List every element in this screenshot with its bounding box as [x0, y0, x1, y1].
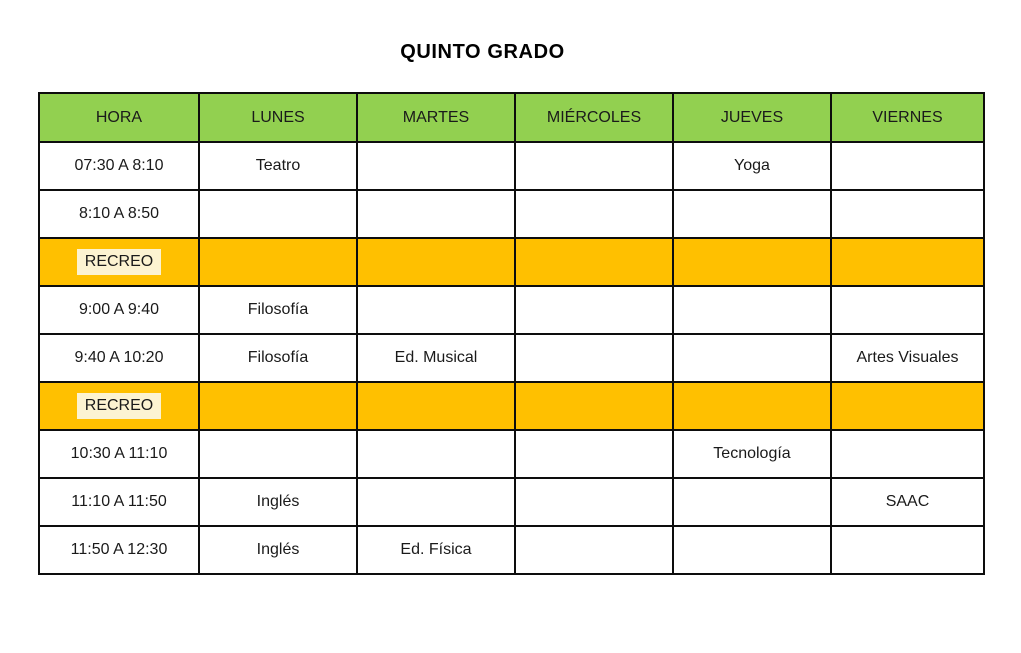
schedule-table: HORA LUNES MARTES MIÉRCOLES JUEVES VIERN…	[38, 92, 985, 575]
empty-cell	[830, 429, 985, 479]
hora-cell: 11:10 A 11:50	[38, 477, 200, 527]
empty-cell	[514, 381, 674, 431]
empty-cell	[830, 141, 985, 191]
recess-row: RECREO	[38, 237, 985, 287]
recess-row: RECREO	[38, 381, 985, 431]
schedule-row: 11:10 A 11:50 Inglés SAAC	[38, 477, 985, 527]
empty-cell	[356, 237, 516, 287]
recess-label: RECREO	[76, 393, 162, 419]
empty-cell	[356, 477, 516, 527]
empty-cell	[830, 237, 985, 287]
schedule-row: 8:10 A 8:50	[38, 189, 985, 239]
empty-cell	[514, 429, 674, 479]
subject-cell: Filosofía	[198, 285, 358, 335]
subject-cell: Ed. Física	[356, 525, 516, 575]
empty-cell	[514, 237, 674, 287]
empty-cell	[672, 333, 832, 383]
empty-cell	[198, 237, 358, 287]
subject-cell: SAAC	[830, 477, 985, 527]
empty-cell	[672, 525, 832, 575]
schedule-row: 10:30 A 11:10 Tecnología	[38, 429, 985, 479]
hora-cell: 07:30 A 8:10	[38, 141, 200, 191]
empty-cell	[356, 381, 516, 431]
empty-cell	[514, 525, 674, 575]
column-header-viernes: VIERNES	[830, 92, 985, 143]
empty-cell	[356, 189, 516, 239]
empty-cell	[514, 141, 674, 191]
empty-cell	[830, 285, 985, 335]
recess-label: RECREO	[76, 249, 162, 275]
header-row: HORA LUNES MARTES MIÉRCOLES JUEVES VIERN…	[38, 92, 985, 143]
empty-cell	[830, 189, 985, 239]
hora-cell: RECREO	[38, 237, 200, 287]
empty-cell	[514, 477, 674, 527]
column-header-lunes: LUNES	[198, 92, 358, 143]
subject-cell: Teatro	[198, 141, 358, 191]
column-header-martes: MARTES	[356, 92, 516, 143]
empty-cell	[198, 189, 358, 239]
empty-cell	[356, 285, 516, 335]
hora-cell: 9:40 A 10:20	[38, 333, 200, 383]
subject-cell: Artes Visuales	[830, 333, 985, 383]
empty-cell	[672, 189, 832, 239]
empty-cell	[514, 285, 674, 335]
schedule-row: 9:00 A 9:40 Filosofía	[38, 285, 985, 335]
hora-cell: 9:00 A 9:40	[38, 285, 200, 335]
column-header-jueves: JUEVES	[672, 92, 832, 143]
subject-cell: Filosofía	[198, 333, 358, 383]
empty-cell	[356, 429, 516, 479]
column-header-hora: HORA	[38, 92, 200, 143]
empty-cell	[198, 381, 358, 431]
subject-cell: Ed. Musical	[356, 333, 516, 383]
column-header-miercoles: MIÉRCOLES	[514, 92, 674, 143]
hora-cell: RECREO	[38, 381, 200, 431]
schedule-row: 11:50 A 12:30 Inglés Ed. Física	[38, 525, 985, 575]
schedule-body: 07:30 A 8:10 Teatro Yoga 8:10 A 8:50 RECREO 9…	[38, 141, 985, 575]
schedule-header: HORA LUNES MARTES MIÉRCOLES JUEVES VIERN…	[38, 92, 985, 143]
subject-cell: Tecnología	[672, 429, 832, 479]
page-title: QUINTO GRADO	[400, 41, 565, 63]
empty-cell	[672, 285, 832, 335]
empty-cell	[514, 189, 674, 239]
empty-cell	[830, 525, 985, 575]
empty-cell	[672, 381, 832, 431]
empty-cell	[830, 381, 985, 431]
empty-cell	[198, 429, 358, 479]
hora-cell: 8:10 A 8:50	[38, 189, 200, 239]
empty-cell	[672, 237, 832, 287]
subject-cell: Inglés	[198, 525, 358, 575]
subject-cell: Yoga	[672, 141, 832, 191]
hora-cell: 10:30 A 11:10	[38, 429, 200, 479]
empty-cell	[514, 333, 674, 383]
schedule-row: 9:40 A 10:20 Filosofía Ed. Musical Artes Vi…	[38, 333, 985, 383]
schedule-row: 07:30 A 8:10 Teatro Yoga	[38, 141, 985, 191]
empty-cell	[356, 141, 516, 191]
subject-cell: Inglés	[198, 477, 358, 527]
empty-cell	[672, 477, 832, 527]
hora-cell: 11:50 A 12:30	[38, 525, 200, 575]
